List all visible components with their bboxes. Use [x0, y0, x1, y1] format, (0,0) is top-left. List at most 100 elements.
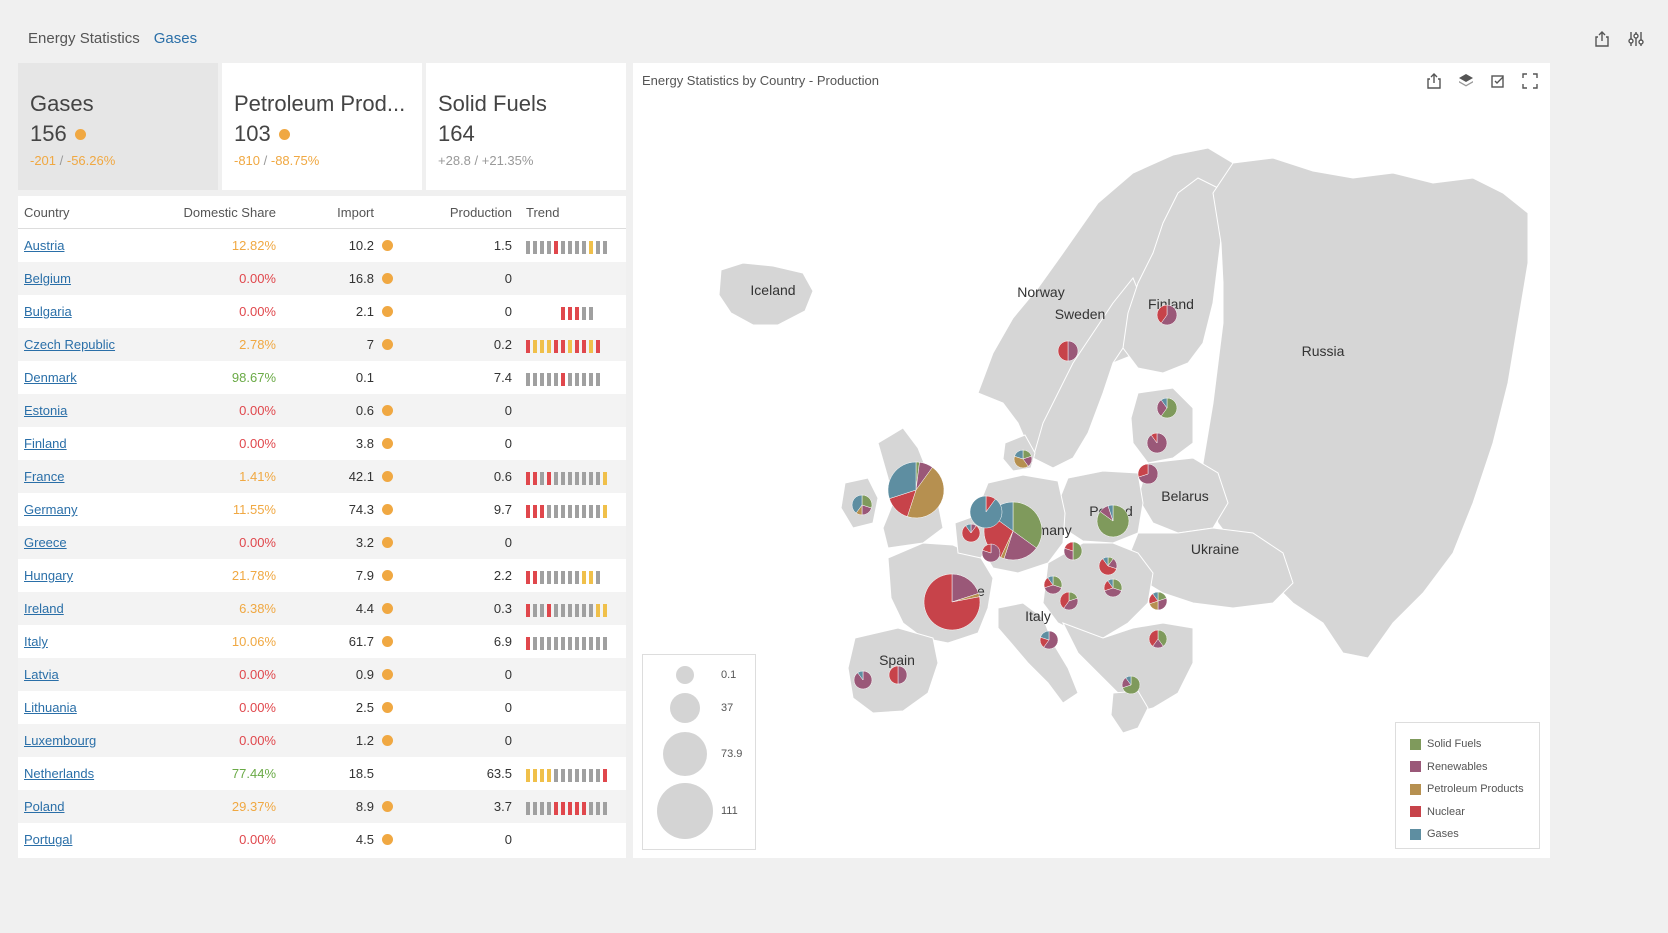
layers-icon[interactable]	[1456, 71, 1476, 91]
pie-bubble[interactable]	[923, 573, 981, 631]
country-link[interactable]: Bulgaria	[24, 304, 72, 319]
pie-bubble[interactable]	[1156, 304, 1178, 326]
map-label: Russia	[1302, 343, 1345, 359]
pie-slice	[888, 665, 899, 685]
pie-slice	[1057, 340, 1069, 362]
country-link[interactable]: Netherlands	[24, 766, 95, 781]
pie-bubble[interactable]	[1148, 591, 1168, 611]
trend-sparkline	[526, 469, 607, 485]
table-row[interactable]: Lithuania 0.00% 2.5 0	[18, 691, 626, 724]
country-link[interactable]: Greece	[24, 535, 67, 550]
legend-item[interactable]: Renewables	[1410, 756, 1539, 779]
table-row[interactable]: France 1.41% 42.1 0.6	[18, 460, 626, 493]
legend-item[interactable]: Gases	[1410, 823, 1539, 846]
pie-bubble[interactable]	[853, 670, 873, 690]
country-link[interactable]: Finland	[24, 436, 67, 451]
legend-item[interactable]: Solid Fuels	[1410, 733, 1539, 756]
pie-bubble[interactable]	[1137, 463, 1159, 485]
table-row[interactable]: Poland 29.37% 8.9 3.7	[18, 790, 626, 823]
country-link[interactable]: Hungary	[24, 568, 74, 583]
fullscreen-icon[interactable]	[1520, 71, 1540, 91]
pie-bubble[interactable]	[1098, 556, 1118, 576]
table-row[interactable]: Ireland 6.38% 4.4 0.3	[18, 592, 626, 625]
country-link[interactable]: Italy	[24, 634, 48, 649]
pie-bubble[interactable]	[1148, 629, 1168, 649]
country-link[interactable]: Austria	[24, 238, 65, 253]
country-link[interactable]: Portugal	[24, 832, 73, 847]
table-row[interactable]: Netherlands 77.44% 18.5 63.5	[18, 757, 626, 790]
pie-bubble[interactable]	[961, 523, 981, 543]
legend-item[interactable]: Petroleum Products	[1410, 778, 1539, 801]
country-link[interactable]: Germany	[24, 502, 78, 517]
table-row[interactable]: Estonia 0.00% 0.6 0	[18, 394, 626, 427]
breadcrumb-root[interactable]: Energy Statistics	[28, 30, 140, 47]
col-header-trend[interactable]: Trend	[526, 204, 560, 220]
country-link[interactable]: Luxembourg	[24, 733, 97, 748]
select-icon[interactable]	[1488, 71, 1508, 91]
country-link[interactable]: Estonia	[24, 403, 68, 418]
export-icon[interactable]	[1424, 71, 1444, 91]
sliders-icon[interactable]	[1626, 29, 1646, 49]
pie-bubble[interactable]	[1043, 575, 1063, 595]
production-value: 0.2	[493, 337, 512, 352]
table-row[interactable]: Germany 11.55% 74.3 9.7	[18, 493, 626, 526]
card-gases[interactable]: Gases 156 -201 / -56.26%	[18, 63, 218, 190]
pie-slice	[1150, 432, 1158, 444]
kpi-cards: Gases 156 -201 / -56.26% Petroleum Prod.…	[18, 63, 626, 190]
pie-bubble[interactable]	[1156, 397, 1178, 419]
table-row[interactable]: Belgium 0.00% 16.8 0	[18, 262, 626, 295]
table-row[interactable]: Hungary 21.78% 7.9 2.2	[18, 559, 626, 592]
card-delta-pct: -88.75%	[270, 153, 320, 168]
card-value: 156	[30, 121, 67, 146]
table-row[interactable]: Greece 0.00% 3.2 0	[18, 526, 626, 559]
table-row[interactable]: Portugal 0.00% 4.5 0	[18, 823, 626, 856]
table-row[interactable]: Czech Republic 2.78% 7 0.2	[18, 328, 626, 361]
land-russia	[1202, 157, 1529, 659]
table-row[interactable]: Denmark 98.67% 0.1 7.4	[18, 361, 626, 394]
country-link[interactable]: France	[24, 469, 65, 484]
col-header-import[interactable]: Import	[337, 204, 374, 220]
pie-bubble[interactable]	[1057, 340, 1079, 362]
export-icon[interactable]	[1592, 29, 1612, 49]
production-value: 9.7	[493, 502, 512, 517]
col-header-share[interactable]: Domestic Share	[183, 204, 276, 220]
table-row[interactable]: Luxembourg 0.00% 1.2 0	[18, 724, 626, 757]
pie-bubble[interactable]	[1063, 541, 1083, 561]
pie-bubble[interactable]	[1103, 578, 1123, 598]
card-delta-pct: -56.26%	[66, 153, 116, 168]
pie-bubble[interactable]	[1146, 432, 1168, 454]
pie-bubble[interactable]	[1059, 591, 1079, 611]
pie-slice	[982, 543, 992, 554]
country-link[interactable]: Poland	[24, 799, 65, 814]
card-petroleum-products[interactable]: Petroleum Prod... 103 -810 / -88.75%	[222, 63, 422, 190]
pie-bubble[interactable]	[1096, 504, 1130, 538]
country-link[interactable]: Ireland	[24, 601, 64, 616]
legend-item[interactable]: Nuclear	[1410, 801, 1539, 824]
country-link[interactable]: Denmark	[24, 370, 77, 385]
col-header-production[interactable]: Production	[449, 204, 512, 220]
map-canvas[interactable]: IcelandNorwaySwedenFinlandRussiaBelarusP…	[633, 63, 1550, 858]
country-link[interactable]: Czech Republic	[24, 337, 116, 352]
pie-bubble[interactable]	[1121, 675, 1141, 695]
pie-bubble[interactable]	[969, 495, 1003, 529]
pie-bubble[interactable]	[851, 494, 873, 516]
country-link[interactable]: Lithuania	[24, 700, 77, 715]
pie-bubble[interactable]	[1013, 449, 1033, 469]
table-row[interactable]: Finland 0.00% 3.8 0	[18, 427, 626, 460]
pie-bubble[interactable]	[888, 665, 908, 685]
table-row[interactable]: Bulgaria 0.00% 2.1 0	[18, 295, 626, 328]
card-delta: -201 / -56.26%	[30, 153, 116, 168]
grid-header: Country Domestic Share Import Production…	[18, 196, 626, 229]
pie-bubble[interactable]	[981, 543, 1001, 563]
land-masses	[718, 147, 1529, 734]
table-row[interactable]: Latvia 0.00% 0.9 0	[18, 658, 626, 691]
pie-bubble[interactable]	[887, 461, 945, 519]
status-dot-icon	[381, 273, 393, 284]
country-link[interactable]: Belgium	[24, 271, 71, 286]
col-header-country[interactable]: Country	[24, 204, 70, 220]
card-solid-fuels[interactable]: Solid Fuels 164 +28.8 / +21.35%	[426, 63, 626, 190]
pie-bubble[interactable]	[1039, 630, 1059, 650]
table-row[interactable]: Italy 10.06% 61.7 6.9	[18, 625, 626, 658]
table-row[interactable]: Austria 12.82% 10.2 1.5	[18, 229, 626, 262]
country-link[interactable]: Latvia	[24, 667, 59, 682]
